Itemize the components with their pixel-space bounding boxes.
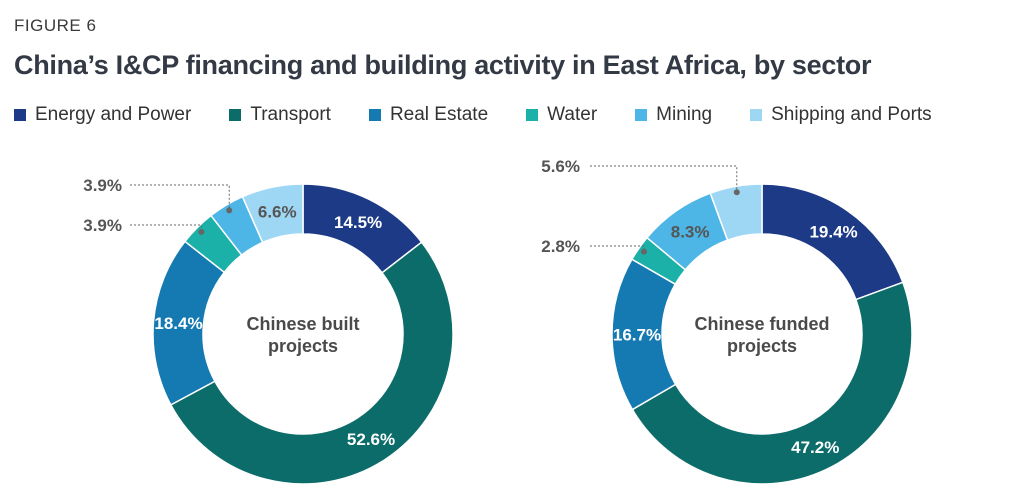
legend-item-shipping: Shipping and Ports: [750, 104, 932, 126]
legend-label-shipping: Shipping and Ports: [771, 104, 932, 125]
legend-item-real-estate: Real Estate: [368, 104, 489, 126]
leader-line-funded-5: [590, 165, 738, 193]
value-label-built-5: 6.6%: [258, 203, 297, 222]
value-label-funded-0: 19.4%: [809, 223, 857, 242]
center-label-built-0: Chinese built: [246, 314, 359, 334]
leader-dot-built-3: [198, 228, 205, 235]
legend-swatch-real-estate: [368, 109, 381, 121]
value-label-funded-3: 2.8%: [541, 237, 580, 256]
legend-label-mining: Mining: [656, 104, 713, 125]
slice-funded-5: [709, 183, 763, 242]
value-label-built-1: 52.6%: [347, 430, 395, 449]
leader-line-built-4: [130, 184, 230, 211]
center-label-built-1: projects: [268, 336, 338, 356]
legend-swatch-mining: [635, 109, 648, 121]
leader-dot-built-4: [226, 207, 233, 214]
legend-swatch-shipping: [750, 109, 763, 121]
legend-item-mining: Mining: [635, 104, 712, 126]
center-label-funded-0: Chinese funded: [694, 314, 829, 334]
legend-label-water: Water: [547, 104, 598, 125]
slice-funded-1: [631, 281, 913, 485]
leader-dot-funded-3: [640, 248, 647, 255]
value-label-built-3: 3.9%: [83, 216, 122, 235]
slice-built-5: [241, 183, 304, 244]
leader-line-funded-3: [590, 245, 645, 252]
legend-swatch-water: [526, 109, 539, 121]
legend-item-energy: Energy and Power: [14, 104, 191, 126]
value-label-funded-5: 5.6%: [541, 157, 580, 176]
legend-label-real-estate: Real Estate: [389, 104, 489, 125]
legend-item-water: Water: [526, 104, 597, 126]
value-label-built-0: 14.5%: [334, 213, 382, 232]
leader-line-built-3: [130, 224, 202, 232]
value-label-funded-4: 8.3%: [671, 223, 710, 242]
legend-swatch-transport: [229, 109, 242, 121]
figure-label: FIGURE 6: [14, 16, 97, 35]
legend-swatch-energy: [14, 109, 26, 121]
value-label-funded-1: 47.2%: [791, 438, 839, 457]
chart-title: China’s I&CP financing and building acti…: [14, 50, 872, 80]
slice-built-1: [169, 241, 454, 485]
leader-dot-funded-5: [733, 189, 740, 196]
value-label-built-4: 3.9%: [83, 176, 122, 195]
legend: Energy and Power Transport Real Estate W…: [14, 104, 932, 126]
value-label-funded-2: 16.7%: [613, 325, 661, 344]
legend-label-transport: Transport: [250, 104, 331, 125]
legend-item-transport: Transport: [229, 104, 331, 126]
legend-label-energy: Energy and Power: [35, 104, 192, 125]
center-label-funded-1: projects: [727, 336, 797, 356]
value-label-built-2: 18.4%: [154, 314, 202, 333]
slice-funded-0: [761, 183, 904, 301]
